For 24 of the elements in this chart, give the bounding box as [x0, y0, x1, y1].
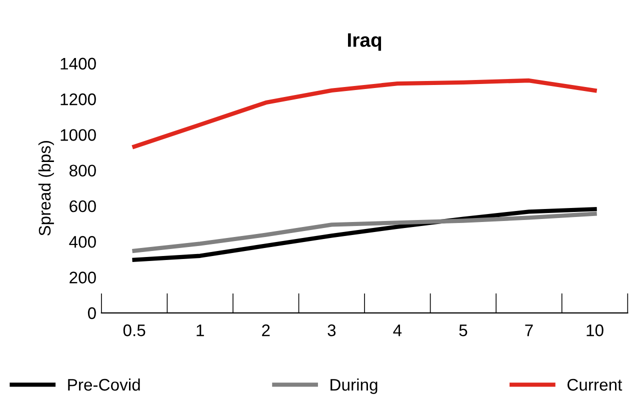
- legend-label: Pre-Covid: [68, 378, 140, 391]
- x-tick-label: 3: [328, 324, 336, 336]
- x-tick-label: 1: [196, 324, 204, 336]
- x-tick-label: 10: [586, 324, 604, 336]
- line-series: [132, 212, 597, 253]
- y-tick-label: 600: [70, 200, 96, 212]
- line-series: [132, 207, 597, 262]
- x-tick-label: 0.5: [123, 324, 146, 336]
- x-tick-label: 7: [525, 324, 533, 336]
- y-axis-title: Spread (bps): [38, 141, 54, 236]
- y-tick-label: 1000: [60, 129, 96, 141]
- y-tick-label: 400: [69, 236, 96, 248]
- chart-title: Iraq: [348, 33, 382, 51]
- y-tick-label: 200: [70, 272, 96, 284]
- y-tick-label: 1200: [60, 93, 96, 106]
- legend-label: Current: [567, 378, 622, 391]
- y-tick-label: 0: [88, 307, 96, 320]
- line-series: [132, 78, 597, 149]
- y-tick-label: 800: [70, 164, 96, 177]
- x-tick-label: 5: [459, 324, 468, 336]
- y-tick-label: 1400: [60, 58, 96, 70]
- legend-label: During: [330, 378, 378, 394]
- x-tick-label: 2: [262, 324, 270, 336]
- x-tick-label: 4: [393, 324, 402, 336]
